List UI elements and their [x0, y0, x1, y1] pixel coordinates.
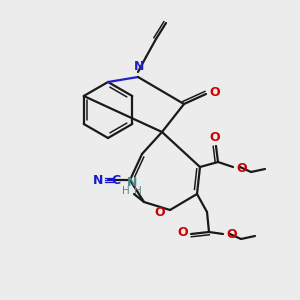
Text: O: O — [154, 206, 165, 220]
Text: H: H — [122, 186, 130, 196]
Text: O: O — [177, 226, 188, 239]
Text: C: C — [111, 173, 121, 187]
Text: H: H — [134, 186, 142, 196]
Text: O: O — [226, 229, 237, 242]
Text: N: N — [93, 173, 103, 187]
Text: N: N — [134, 60, 144, 73]
Text: O: O — [209, 85, 220, 98]
Text: O: O — [236, 161, 247, 175]
Text: O: O — [210, 131, 220, 144]
Text: N: N — [127, 176, 137, 189]
